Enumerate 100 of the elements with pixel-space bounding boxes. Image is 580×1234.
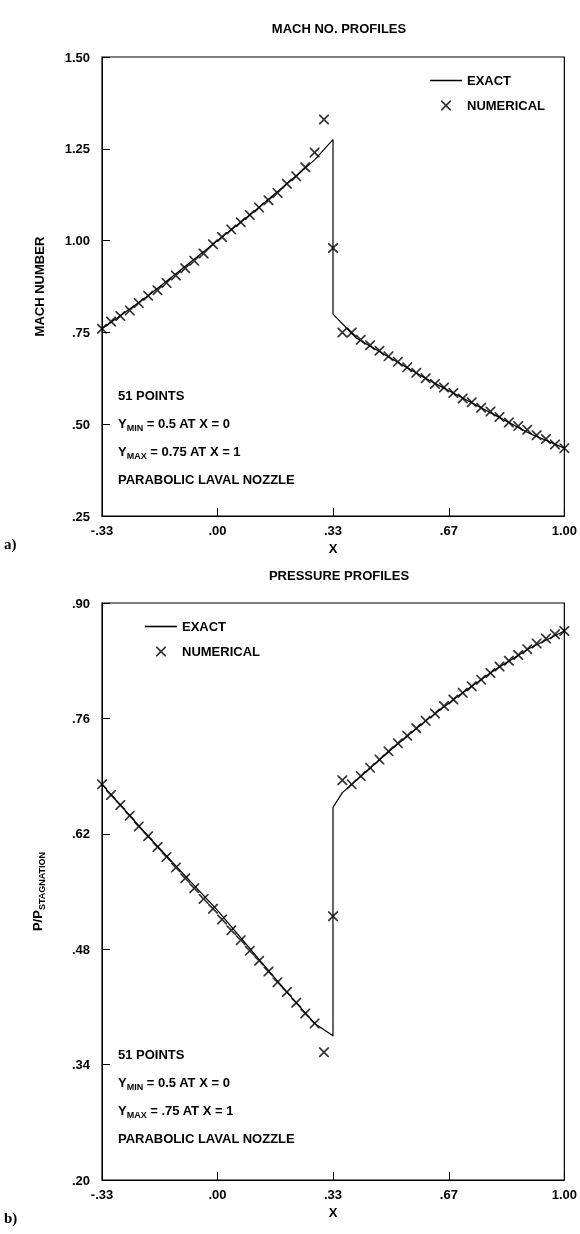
point (226, 224, 237, 235)
chart-title: PRESSURE PROFILES (268, 568, 410, 583)
legend-label: NUMERICAL (182, 644, 261, 659)
point (457, 393, 468, 404)
y-axis-title: P/PSTAGNATION (30, 851, 47, 932)
y-tick-label: .50 (71, 416, 90, 432)
annotation: 51 POINTS (118, 388, 185, 403)
y-axis-title: MACH NUMBER (32, 236, 47, 337)
point (328, 242, 338, 253)
point (337, 327, 348, 338)
point (124, 810, 135, 821)
point (513, 421, 524, 432)
point (337, 775, 348, 786)
x-tick-label: .33 (323, 523, 343, 539)
point (429, 378, 440, 389)
point (438, 701, 449, 712)
y-tick-label: .34 (71, 1057, 91, 1073)
point (522, 424, 533, 435)
point (309, 1018, 320, 1029)
point (420, 373, 431, 384)
point (198, 248, 209, 259)
point (383, 351, 394, 362)
point (180, 873, 191, 884)
point (106, 790, 117, 801)
point (457, 687, 468, 698)
point (133, 821, 144, 832)
point (207, 903, 218, 914)
point (513, 649, 524, 660)
point (374, 754, 385, 765)
point (244, 209, 255, 220)
x-tick-label: -.33 (90, 523, 114, 539)
point (531, 638, 542, 649)
legend-label: NUMERICAL (467, 98, 546, 113)
x-axis-title: X (328, 541, 338, 556)
point (291, 997, 302, 1008)
point (217, 231, 228, 242)
y-tick-label: 1.00 (64, 233, 90, 249)
point (411, 723, 422, 734)
point (392, 356, 403, 367)
point (383, 746, 394, 757)
point (355, 334, 366, 345)
y-tick-label: .20 (71, 1172, 90, 1188)
point (392, 738, 403, 749)
point (466, 681, 477, 692)
point (309, 147, 320, 158)
point (281, 178, 292, 189)
point (402, 362, 413, 373)
x-tick-label: 1.00 (551, 1187, 578, 1202)
point (531, 430, 542, 441)
annotation: PARABOLIC LAVAL NOZZLE (118, 472, 296, 487)
annotation: PARABOLIC LAVAL NOZZLE (118, 1131, 296, 1146)
point (365, 762, 376, 773)
point (143, 290, 154, 301)
legend-label: EXACT (182, 619, 227, 634)
y-tick-label: .62 (71, 826, 90, 842)
x-tick-label: .67 (439, 1187, 458, 1202)
chart-title: MACH NO. PROFILES (271, 21, 407, 36)
point (226, 925, 237, 936)
point (124, 305, 135, 316)
point (318, 1047, 329, 1058)
y-tick-label: 1.50 (64, 49, 90, 65)
x-tick-label: .00 (208, 523, 227, 539)
y-tick-label: .25 (71, 508, 90, 524)
point (143, 831, 154, 842)
y-tick-label: .75 (71, 324, 90, 340)
x-tick-label: 1.00 (551, 523, 578, 539)
point (448, 694, 459, 705)
point (291, 171, 302, 182)
point (263, 966, 274, 977)
x-tick-label: -.33 (90, 1187, 114, 1202)
point (180, 263, 191, 274)
x-tick-label: .00 (208, 1187, 227, 1202)
y-tick-label: .48 (71, 941, 90, 957)
y-tick-label: .90 (71, 595, 90, 611)
point (365, 340, 376, 351)
point (522, 644, 533, 655)
point (281, 987, 292, 998)
text: b) (4, 1209, 18, 1227)
point (254, 955, 265, 966)
legend-label: EXACT (467, 73, 512, 88)
point (355, 771, 366, 782)
point (189, 883, 200, 894)
point (503, 655, 514, 666)
x-axis-title: X (328, 1204, 338, 1220)
point (494, 661, 505, 672)
point (476, 402, 487, 413)
text: a) (4, 535, 17, 553)
point (402, 730, 413, 741)
point (235, 217, 246, 228)
point (235, 935, 246, 946)
point (189, 255, 200, 266)
point (133, 298, 144, 309)
point (346, 779, 357, 790)
point (540, 433, 551, 444)
point (485, 406, 496, 417)
point (244, 945, 255, 956)
point (411, 367, 422, 378)
x-tick-label: .67 (439, 523, 458, 539)
point (346, 327, 357, 338)
x-tick-label: .33 (323, 1187, 343, 1202)
